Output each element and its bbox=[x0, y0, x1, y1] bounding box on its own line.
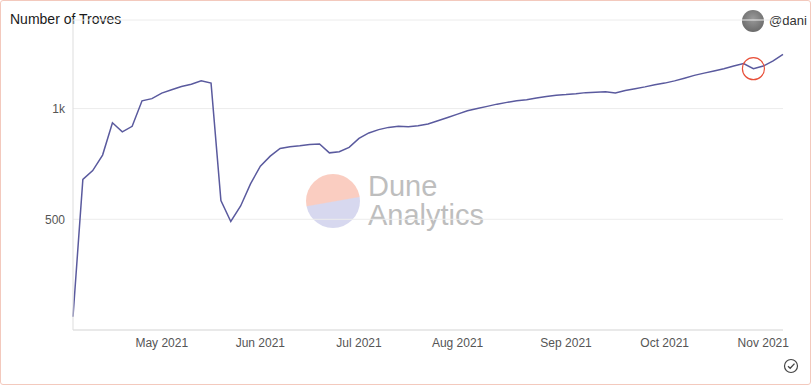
html-text:Number of Troves: Number of Troves bbox=[10, 11, 122, 27]
svg-text:Oct 2021: Oct 2021 bbox=[640, 336, 689, 350]
svg-text:Jul 2021: Jul 2021 bbox=[336, 336, 382, 350]
html-text:Dune Analytics: Dune Analytics bbox=[368, 170, 484, 231]
svg-text:1k: 1k bbox=[52, 102, 66, 116]
html-text:@dani: @dani bbox=[769, 13, 807, 28]
svg-text:500: 500 bbox=[45, 213, 65, 227]
svg-text:Nov 2021: Nov 2021 bbox=[738, 336, 790, 350]
svg-text:Sep 2021: Sep 2021 bbox=[540, 336, 592, 350]
svg-text:Jun 2021: Jun 2021 bbox=[236, 336, 286, 350]
svg-text:Aug 2021: Aug 2021 bbox=[432, 336, 484, 350]
svg-text:May 2021: May 2021 bbox=[135, 336, 188, 350]
